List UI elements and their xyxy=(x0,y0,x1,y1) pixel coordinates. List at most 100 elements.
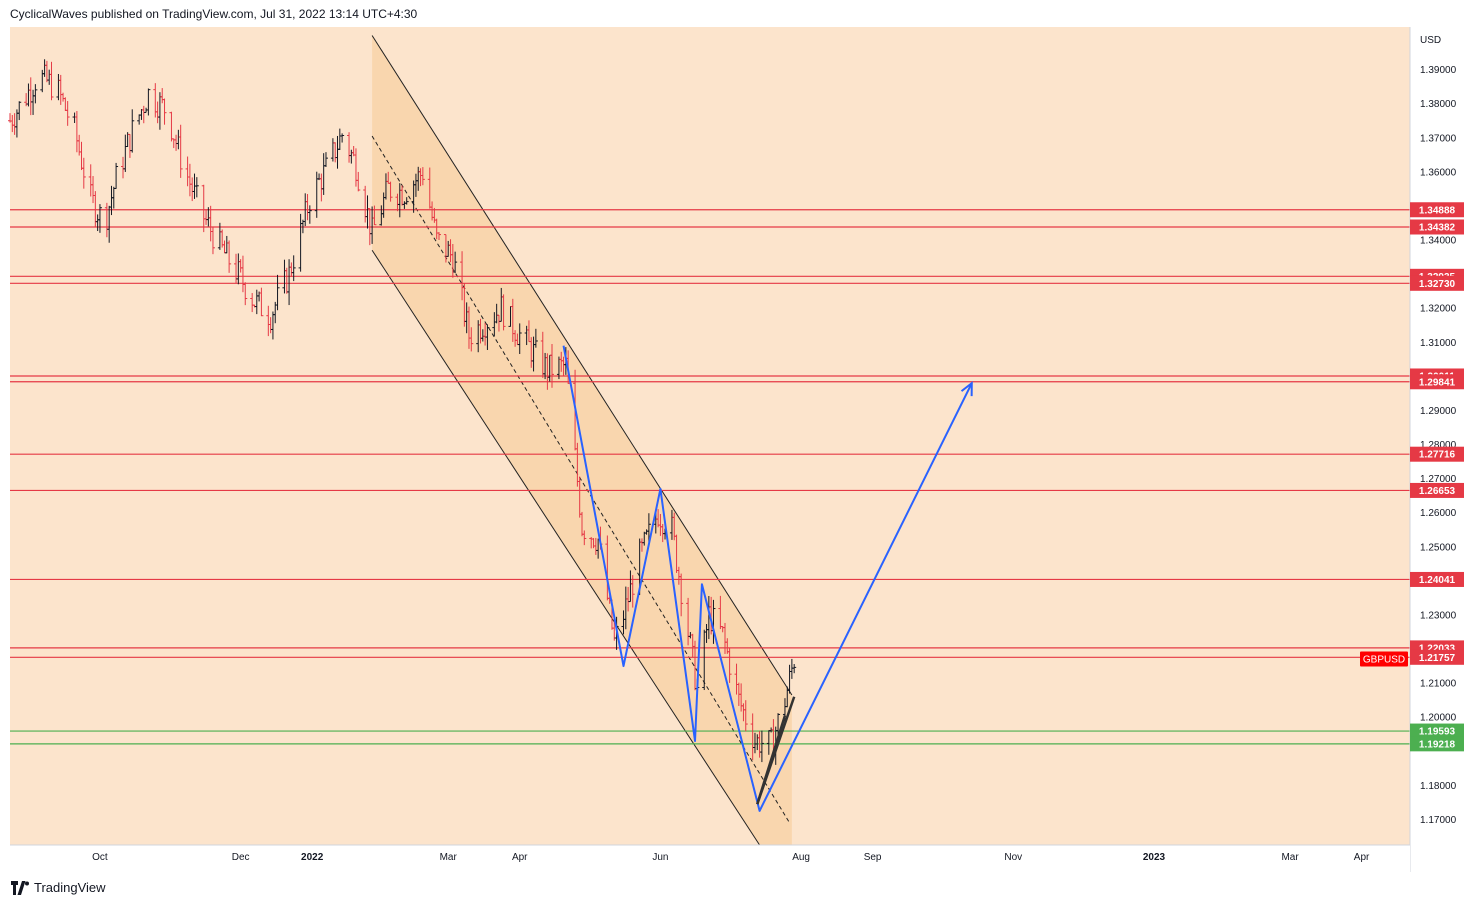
candle xyxy=(323,152,328,167)
price-tick-label: 1.32000 xyxy=(1420,304,1457,315)
price-tick-label: 1.26000 xyxy=(1420,508,1457,519)
resistance-badge-label: 1.34382 xyxy=(1419,223,1456,234)
resistance-badge-label: 1.24041 xyxy=(1419,575,1456,586)
symbol-badge-label: GBPUSD xyxy=(1363,655,1405,666)
tradingview-logo-icon xyxy=(11,880,29,895)
candle xyxy=(679,573,684,617)
candle xyxy=(97,204,102,233)
candle xyxy=(291,255,296,282)
wave-arrowhead-icon xyxy=(960,381,973,397)
support-badge xyxy=(1410,736,1464,752)
time-tick-label: Aug xyxy=(792,852,810,863)
tradingview-brand-label: TradingView xyxy=(34,880,106,895)
candle xyxy=(776,713,781,735)
resistance-badge-label: 1.27716 xyxy=(1419,450,1456,461)
level-lines xyxy=(10,209,1410,745)
price-tick-label: 1.21000 xyxy=(1420,679,1457,690)
candle xyxy=(65,101,70,126)
resistance-badge xyxy=(1410,571,1464,587)
price-tick-label: 1.36000 xyxy=(1420,167,1457,178)
resistance-badge-label: 1.29841 xyxy=(1419,377,1456,388)
candle xyxy=(33,84,38,104)
price-tick-label: 1.28000 xyxy=(1420,440,1457,451)
drawings-layer xyxy=(562,345,973,812)
candle xyxy=(582,530,587,546)
candle xyxy=(340,133,345,143)
resistance-badge xyxy=(1410,649,1464,665)
time-tick-label: 2023 xyxy=(1143,852,1166,863)
price-tick-label: 1.34000 xyxy=(1420,236,1457,247)
candle xyxy=(792,664,797,674)
candles-layer xyxy=(8,59,797,765)
channel-lower-line[interactable] xyxy=(371,249,761,846)
time-tick-label: 2022 xyxy=(301,852,324,863)
wave-projection-path[interactable] xyxy=(562,345,973,812)
time-tick-label: Apr xyxy=(512,852,528,863)
price-tick-label: 1.31000 xyxy=(1420,338,1457,349)
candle xyxy=(178,124,183,178)
candle xyxy=(743,700,748,732)
candle xyxy=(114,162,119,189)
price-tick-label: 1.38000 xyxy=(1420,99,1457,110)
candle xyxy=(501,294,506,331)
candle xyxy=(259,287,264,317)
candle xyxy=(485,324,490,350)
resistance-badge xyxy=(1410,202,1464,218)
price-tick-label: 1.27000 xyxy=(1420,474,1457,485)
time-tick-label: Jun xyxy=(652,852,668,863)
resistance-badge xyxy=(1410,219,1464,235)
resistance-badge-label: 1.26653 xyxy=(1419,486,1456,497)
support-badge-label: 1.19593 xyxy=(1419,727,1456,738)
candle xyxy=(17,101,22,121)
footer-brand[interactable]: TradingView xyxy=(10,880,106,895)
resistance-badge xyxy=(1410,275,1464,291)
candle xyxy=(356,171,361,192)
channel-upper-line[interactable] xyxy=(371,35,793,696)
price-tick-label: 1.18000 xyxy=(1420,781,1457,792)
candle xyxy=(453,251,458,274)
resistance-badge xyxy=(1410,374,1464,390)
candle xyxy=(210,226,215,255)
candle xyxy=(517,323,522,354)
candle xyxy=(420,167,425,186)
resistance-badge-label: 1.21757 xyxy=(1419,653,1456,664)
price-tick-label: 1.23000 xyxy=(1420,610,1457,621)
candle xyxy=(404,197,409,205)
symbol-badge[interactable] xyxy=(1360,651,1408,667)
price-tick-label: 1.17000 xyxy=(1420,815,1457,826)
candle xyxy=(727,647,732,683)
candle xyxy=(146,88,151,116)
candle xyxy=(194,177,199,198)
candle xyxy=(307,205,312,224)
support-badge xyxy=(1410,723,1464,739)
candle xyxy=(630,575,635,608)
candle xyxy=(436,232,441,240)
support-badge-label: 1.19218 xyxy=(1419,739,1456,750)
time-tick-label: Nov xyxy=(1004,852,1022,863)
resistance-badge-label: 1.34888 xyxy=(1419,205,1456,216)
candle xyxy=(162,98,167,125)
time-tick-label: Oct xyxy=(92,852,108,863)
candle xyxy=(275,274,280,311)
time-axis-background[interactable] xyxy=(0,845,1410,872)
candle xyxy=(227,240,232,273)
time-tick-label: Sep xyxy=(864,852,882,863)
price-axis: USD1.390001.380001.370001.360001.350001.… xyxy=(1360,27,1478,872)
candle xyxy=(469,327,474,352)
time-tick-label: Mar xyxy=(1281,852,1299,863)
candle xyxy=(759,730,764,763)
candle xyxy=(646,513,651,543)
candle xyxy=(130,109,135,153)
price-tick-label: 1.37000 xyxy=(1420,133,1457,144)
time-tick-label: Apr xyxy=(1354,852,1370,863)
wedge-trendline[interactable] xyxy=(756,715,787,805)
resistance-badge-label: 1.22033 xyxy=(1419,643,1456,654)
candle xyxy=(49,61,54,101)
price-tick-label: 1.29000 xyxy=(1420,406,1457,417)
resistance-badge xyxy=(1410,446,1464,462)
candle xyxy=(550,344,555,388)
publisher-header: CyclicalWaves published on TradingView.c… xyxy=(10,7,418,21)
currency-label: USD xyxy=(1420,35,1441,46)
channel-mid-line[interactable] xyxy=(371,135,790,824)
